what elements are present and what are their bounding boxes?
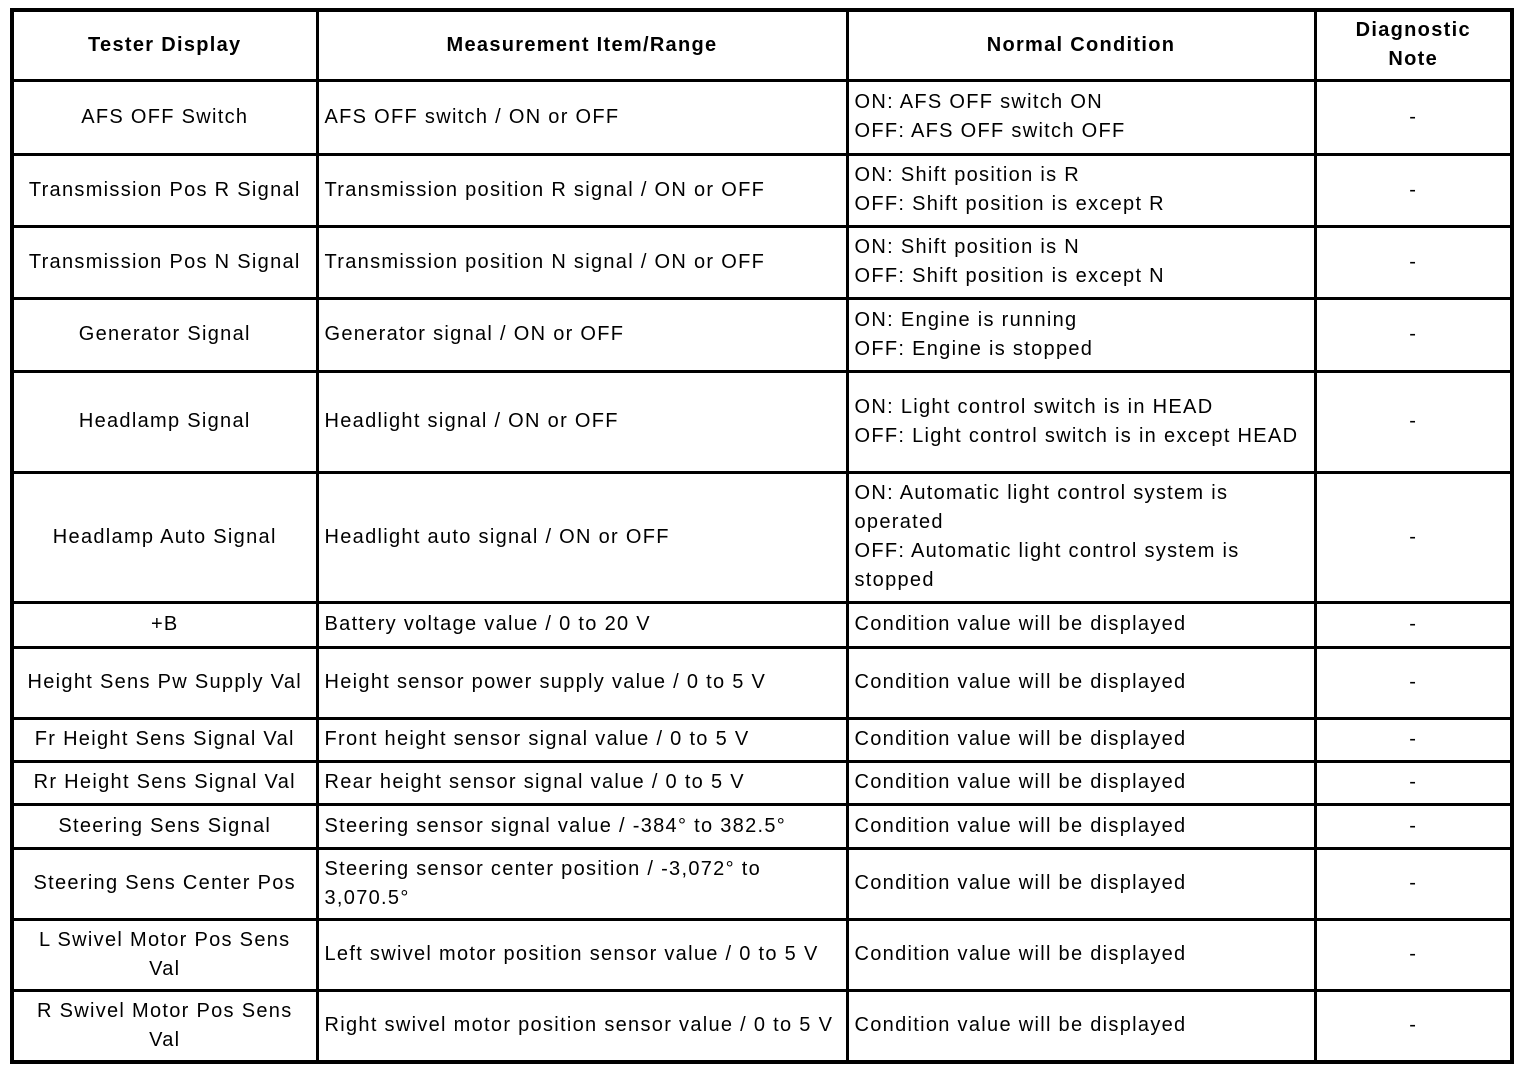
normal-condition-cell: ON: Shift position is N OFF: Shift posit… xyxy=(845,224,1317,300)
tester-display-cell: Headlamp Signal xyxy=(10,369,319,474)
tester-display-cell: Headlamp Auto Signal xyxy=(10,470,319,604)
measurement-cell: Transmission position N signal / ON or O… xyxy=(315,224,849,300)
diagnostic-note-cell: - xyxy=(1313,716,1514,763)
table-row: Steering Sens Center Pos Steering sensor… xyxy=(10,846,1514,921)
measurement-cell: Rear height sensor signal value / 0 to 5… xyxy=(315,759,849,806)
diagnostic-note-cell: - xyxy=(1313,802,1514,850)
table-header-row: Tester Display Measurement Item/Range No… xyxy=(10,8,1514,82)
normal-condition-cell: ON: AFS OFF switch ON OFF: AFS OFF switc… xyxy=(845,78,1317,156)
diagnostic-note-cell: - xyxy=(1313,78,1514,156)
tester-display-cell: +B xyxy=(10,600,319,649)
table-row: Generator Signal Generator signal / ON o… xyxy=(10,296,1514,373)
tester-display-cell: AFS OFF Switch xyxy=(10,78,319,156)
table-row: Rr Height Sens Signal Val Rear height se… xyxy=(10,759,1514,806)
header-measurement-item-range: Measurement Item/Range xyxy=(315,8,849,82)
diagnostic-note-cell: - xyxy=(1313,296,1514,373)
tester-display-cell: Rr Height Sens Signal Val xyxy=(10,759,319,806)
diagnostic-note-cell: - xyxy=(1313,759,1514,806)
tester-display-cell: Fr Height Sens Signal Val xyxy=(10,716,319,763)
table-row: +B Battery voltage value / 0 to 20 V Con… xyxy=(10,600,1514,649)
measurement-cell: Transmission position R signal / ON or O… xyxy=(315,152,849,228)
tester-display-cell: L Swivel Motor Pos Sens Val xyxy=(10,917,319,992)
diagnostic-data-list-table: Tester Display Measurement Item/Range No… xyxy=(10,8,1514,1064)
diagnostic-note-cell: - xyxy=(1313,224,1514,300)
measurement-cell: Left swivel motor position sensor value … xyxy=(315,917,849,992)
tester-display-cell: Steering Sens Signal xyxy=(10,802,319,850)
diagnostic-note-cell: - xyxy=(1313,645,1514,720)
normal-condition-cell: Condition value will be displayed xyxy=(845,988,1317,1064)
table-row: Transmission Pos N Signal Transmission p… xyxy=(10,224,1514,300)
diagnostic-note-cell: - xyxy=(1313,369,1514,474)
diagnostic-note-cell: - xyxy=(1313,470,1514,604)
measurement-cell: Right swivel motor position sensor value… xyxy=(315,988,849,1064)
measurement-cell: Generator signal / ON or OFF xyxy=(315,296,849,373)
tester-display-cell: Transmission Pos N Signal xyxy=(10,224,319,300)
measurement-cell: Steering sensor signal value / -384° to … xyxy=(315,802,849,850)
diagnostic-note-cell: - xyxy=(1313,988,1514,1064)
table-row: Height Sens Pw Supply Val Height sensor … xyxy=(10,645,1514,720)
normal-condition-cell: Condition value will be displayed xyxy=(845,645,1317,720)
normal-condition-cell: Condition value will be displayed xyxy=(845,716,1317,763)
normal-condition-cell: Condition value will be displayed xyxy=(845,917,1317,992)
normal-condition-cell: ON: Shift position is R OFF: Shift posit… xyxy=(845,152,1317,228)
diagnostic-note-cell: - xyxy=(1313,917,1514,992)
table-row: R Swivel Motor Pos Sens Val Right swivel… xyxy=(10,988,1514,1064)
table-row: Headlamp Signal Headlight signal / ON or… xyxy=(10,369,1514,474)
diagnostic-note-cell: - xyxy=(1313,600,1514,649)
table-row: Fr Height Sens Signal Val Front height s… xyxy=(10,716,1514,763)
tester-display-cell: Transmission Pos R Signal xyxy=(10,152,319,228)
tester-display-cell: Steering Sens Center Pos xyxy=(10,846,319,921)
tester-display-cell: Height Sens Pw Supply Val xyxy=(10,645,319,720)
normal-condition-cell: ON: Engine is running OFF: Engine is sto… xyxy=(845,296,1317,373)
header-diagnostic-note: Diagnostic Note xyxy=(1313,8,1514,82)
normal-condition-cell: Condition value will be displayed xyxy=(845,600,1317,649)
header-tester-display: Tester Display xyxy=(10,8,319,82)
diagnostic-note-cell: - xyxy=(1313,846,1514,921)
normal-condition-cell: Condition value will be displayed xyxy=(845,759,1317,806)
diagnostic-note-cell: - xyxy=(1313,152,1514,228)
measurement-cell: Front height sensor signal value / 0 to … xyxy=(315,716,849,763)
normal-condition-cell: ON: Light control switch is in HEAD OFF:… xyxy=(845,369,1317,474)
table-row: Transmission Pos R Signal Transmission p… xyxy=(10,152,1514,228)
measurement-cell: Steering sensor center position / -3,072… xyxy=(315,846,849,921)
table-row: Headlamp Auto Signal Headlight auto sign… xyxy=(10,470,1514,604)
measurement-cell: Headlight signal / ON or OFF xyxy=(315,369,849,474)
measurement-cell: Battery voltage value / 0 to 20 V xyxy=(315,600,849,649)
table-row: Steering Sens Signal Steering sensor sig… xyxy=(10,802,1514,850)
normal-condition-cell: ON: Automatic light control system is op… xyxy=(845,470,1317,604)
tester-display-cell: R Swivel Motor Pos Sens Val xyxy=(10,988,319,1064)
measurement-cell: AFS OFF switch / ON or OFF xyxy=(315,78,849,156)
measurement-cell: Height sensor power supply value / 0 to … xyxy=(315,645,849,720)
table-row: L Swivel Motor Pos Sens Val Left swivel … xyxy=(10,917,1514,992)
normal-condition-cell: Condition value will be displayed xyxy=(845,802,1317,850)
measurement-cell: Headlight auto signal / ON or OFF xyxy=(315,470,849,604)
header-normal-condition: Normal Condition xyxy=(845,8,1317,82)
tester-display-cell: Generator Signal xyxy=(10,296,319,373)
table-row: AFS OFF Switch AFS OFF switch / ON or OF… xyxy=(10,78,1514,156)
normal-condition-cell: Condition value will be displayed xyxy=(845,846,1317,921)
